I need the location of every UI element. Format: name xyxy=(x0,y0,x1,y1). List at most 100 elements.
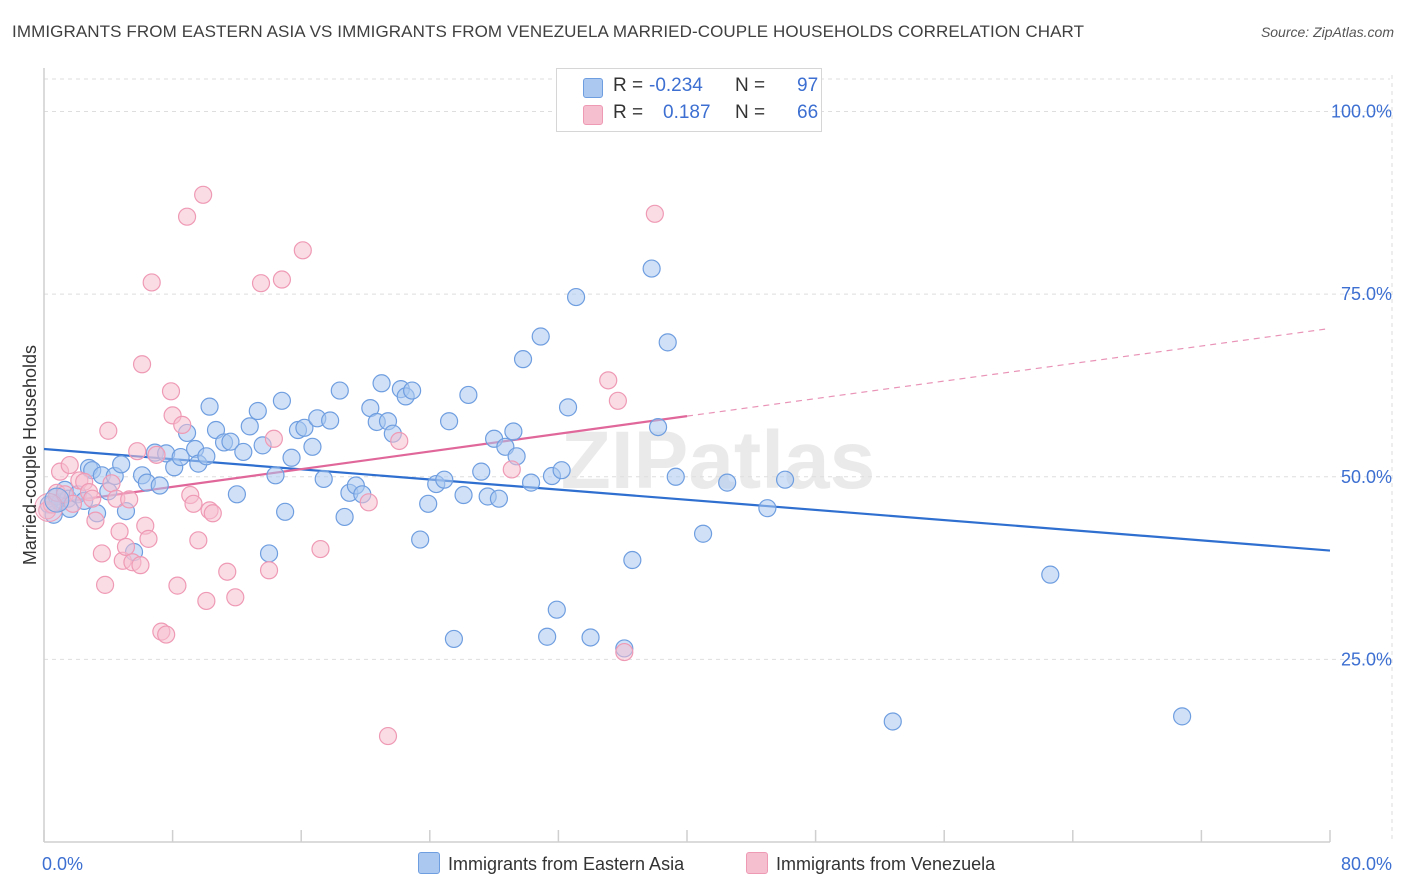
venezuela-point xyxy=(194,185,213,204)
venezuela-point xyxy=(83,489,102,508)
y-tick-label: 50.0% xyxy=(1341,467,1392,487)
eastern-asia-point xyxy=(642,259,661,278)
venezuela-point xyxy=(132,355,152,374)
eastern-asia-point xyxy=(335,507,354,527)
eastern-asia-point xyxy=(248,401,267,421)
chart-title: IMMIGRANTS FROM EASTERN ASIA VS IMMIGRAN… xyxy=(12,22,1085,41)
bottom-legend-label: Immigrants from Eastern Asia xyxy=(448,854,685,874)
venezuela-point xyxy=(110,522,129,541)
legend-r-value: -0.234 xyxy=(649,75,703,96)
venezuela-point xyxy=(293,241,312,260)
venezuela-point xyxy=(645,204,664,223)
bottom-legend-label: Immigrants from Venezuela xyxy=(776,854,996,874)
venezuela-point xyxy=(60,455,79,475)
venezuela-point xyxy=(157,625,176,644)
legend-n-label: N = xyxy=(735,75,766,96)
eastern-asia-point xyxy=(693,524,713,543)
venezuela-point xyxy=(95,575,115,594)
eastern-asia-point xyxy=(197,447,216,466)
eastern-asia-point xyxy=(472,462,491,481)
eastern-asia-point xyxy=(775,470,795,489)
eastern-asia-point xyxy=(648,417,668,437)
legend-n-label: N = xyxy=(735,102,766,123)
venezuela-point xyxy=(99,421,118,440)
eastern-asia-point xyxy=(303,437,322,456)
venezuela-point xyxy=(116,537,136,556)
eastern-asia-point xyxy=(1041,565,1060,584)
venezuela-point xyxy=(189,531,208,550)
y-tick-label: 75.0% xyxy=(1341,284,1392,304)
eastern-asia-point xyxy=(221,432,240,451)
venezuela-point xyxy=(599,371,618,390)
venezuela-point xyxy=(177,207,197,226)
eastern-asia-point xyxy=(513,350,533,369)
eastern-asia-point xyxy=(558,398,578,417)
venezuela-point xyxy=(615,642,634,662)
venezuela-point xyxy=(168,576,187,595)
eastern-asia-point xyxy=(658,333,677,352)
eastern-asia-point xyxy=(259,544,279,563)
eastern-asia-point xyxy=(171,447,190,467)
eastern-asia-point xyxy=(411,530,430,549)
eastern-asia-point xyxy=(234,442,253,462)
eastern-asia-point xyxy=(547,600,566,619)
eastern-asia-point xyxy=(282,448,301,467)
venezuela-point xyxy=(390,431,409,451)
venezuela-point xyxy=(272,270,292,289)
eastern-asia-point xyxy=(314,469,333,489)
bottom-legend-swatch-pink xyxy=(746,852,768,874)
venezuela-point xyxy=(184,494,203,513)
eastern-asia-point xyxy=(44,487,70,513)
y-axis-label: Married-couple Households xyxy=(20,345,40,565)
eastern-asia-point xyxy=(566,287,586,307)
venezuela-point xyxy=(173,415,192,434)
eastern-asia-point xyxy=(435,470,454,489)
venezuela-point xyxy=(34,492,64,522)
venezuela-point xyxy=(502,460,521,479)
venezuela-point xyxy=(86,511,105,530)
eastern-asia-point xyxy=(266,466,285,485)
correlation-legend: R = -0.234 N = 97 R = 0.187 N = 66 xyxy=(556,68,822,132)
eastern-asia-point xyxy=(439,412,459,431)
eastern-asia-point xyxy=(504,422,523,441)
x-tick-label: 80.0% xyxy=(1341,854,1392,874)
watermark: ZIPatlas xyxy=(561,415,875,506)
venezuela-point xyxy=(203,504,222,523)
legend-n-value: 66 xyxy=(797,102,819,123)
eastern-asia-point xyxy=(538,627,557,646)
venezuela-point xyxy=(92,544,111,563)
bottom-legend-swatch-blue xyxy=(418,852,440,874)
venezuela-point xyxy=(218,562,237,581)
venezuela-point xyxy=(131,556,150,575)
eastern-asia-point xyxy=(758,499,777,518)
bottom-legend-venezuela: Immigrants from Venezuela xyxy=(746,852,995,875)
venezuela-point xyxy=(378,726,398,746)
eastern-asia-point xyxy=(227,485,246,504)
eastern-asia-point xyxy=(112,455,131,474)
venezuela-point xyxy=(128,442,147,461)
eastern-asia-trend-line xyxy=(43,447,1331,552)
venezuela-point xyxy=(311,539,330,559)
venezuela-point xyxy=(161,382,181,401)
eastern-asia-point xyxy=(150,476,169,495)
eastern-asia-point xyxy=(521,473,541,492)
venezuela-point xyxy=(120,490,139,509)
venezuela-point xyxy=(197,591,216,611)
eastern-asia-point xyxy=(1173,707,1192,726)
eastern-asia-point xyxy=(403,381,422,400)
venezuela-point xyxy=(264,429,283,448)
eastern-asia-point xyxy=(240,417,259,436)
venezuela-trend-extension xyxy=(686,327,1331,417)
eastern-asia-point xyxy=(276,502,295,521)
eastern-asia-point xyxy=(552,461,571,480)
eastern-asia-point xyxy=(623,550,642,570)
venezuela-point xyxy=(359,493,378,512)
eastern-asia-point xyxy=(372,374,391,393)
eastern-asia-point xyxy=(531,327,550,346)
eastern-asia-point xyxy=(581,628,600,647)
y-tick-label: 100.0% xyxy=(1331,102,1392,122)
eastern-asia-point xyxy=(295,418,314,437)
eastern-asia-point xyxy=(444,629,464,649)
eastern-asia-point xyxy=(321,411,340,430)
